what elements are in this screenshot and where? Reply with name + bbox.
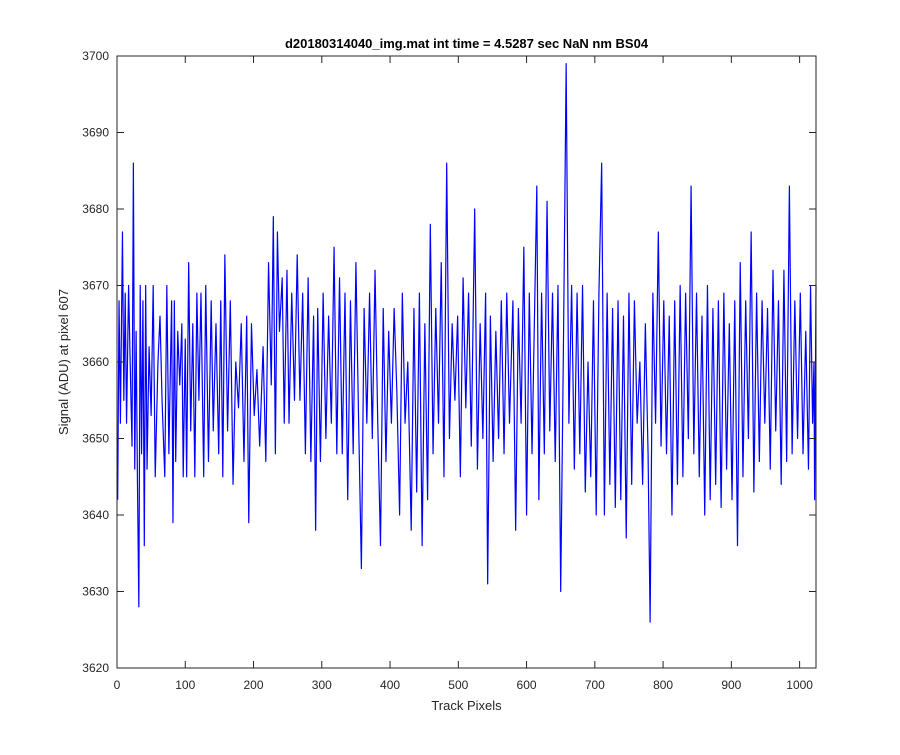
x-tick-label: 600 [517, 678, 537, 692]
x-tick-label: 300 [312, 678, 332, 692]
x-tick-label: 0 [114, 678, 121, 692]
data-layer [117, 63, 817, 623]
x-tick-label: 200 [244, 678, 264, 692]
y-tick-label: 3680 [82, 202, 109, 216]
x-tick-label: 100 [175, 678, 195, 692]
y-tick-label: 3640 [82, 508, 109, 522]
x-tick-label: 500 [448, 678, 468, 692]
y-tick-label: 3620 [82, 661, 109, 675]
y-axis: 3620 3630 3640 3650 3660 3670 3680 3690 3700 [82, 49, 816, 675]
x-tick-label: 1000 [786, 678, 813, 692]
chart-title: d20180314040_img.mat int time = 4.5287 s… [285, 36, 649, 51]
x-tick-label: 700 [585, 678, 605, 692]
y-axis-label: Signal (ADU) at pixel 607 [56, 289, 71, 435]
x-tick-label: 800 [653, 678, 673, 692]
series-line-1 [117, 63, 817, 623]
x-tick-label: 900 [721, 678, 741, 692]
y-tick-label: 3670 [82, 279, 109, 293]
y-tick-label: 3660 [82, 355, 109, 369]
y-tick-label: 3630 [82, 585, 109, 599]
y-tick-label: 3700 [82, 49, 109, 63]
x-axis-label: Track Pixels [431, 698, 502, 713]
y-tick-label: 3690 [82, 126, 109, 140]
y-tick-label: 3650 [82, 432, 109, 446]
x-tick-label: 400 [380, 678, 400, 692]
x-axis: 0 100 200 300 400 500 600 700 800 900 1000 [114, 56, 813, 692]
